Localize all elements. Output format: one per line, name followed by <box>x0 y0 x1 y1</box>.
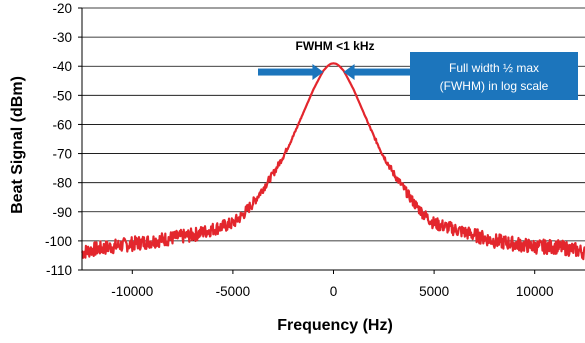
callout-text-line1: Full width ½ max <box>449 61 539 75</box>
beat-signal-series <box>81 62 585 261</box>
y-tick-label: -110 <box>46 263 72 278</box>
x-tick-label: 10000 <box>516 284 554 299</box>
y-tick-label: -80 <box>52 176 72 191</box>
y-tick-label: -50 <box>52 88 72 103</box>
y-tick-label: -70 <box>52 147 72 162</box>
left-arrow-shaft <box>258 68 315 76</box>
y-tick-label: -90 <box>52 205 72 220</box>
x-tick-label: 5000 <box>419 284 449 299</box>
y-tick-label: -60 <box>52 117 72 132</box>
left-arrow-head <box>312 64 324 81</box>
y-tick-label: -40 <box>52 59 72 74</box>
x-tick-label: -5000 <box>216 284 251 299</box>
y-tick-label: -20 <box>52 1 72 16</box>
fwhm-annotation: FWHM <1 kHz <box>295 39 374 53</box>
x-tick-label: 0 <box>330 284 338 299</box>
fwhm-arrows <box>258 64 410 81</box>
callout-background <box>410 52 578 100</box>
tick-labels: -20 -30 -40 -50 -60 -70 -80 -90 -100 -110 -10000 -5… <box>45 1 554 299</box>
y-tick-label: -30 <box>52 30 72 45</box>
right-arrow-shaft <box>352 68 410 76</box>
right-arrow-head <box>343 64 355 81</box>
callout-text-line2: (FWHM) in log scale <box>440 79 549 93</box>
callout-box: Full width ½ max (FWHM) in log scale <box>410 52 578 100</box>
x-tick-label: -10000 <box>111 284 153 299</box>
series-layer <box>81 62 585 261</box>
x-axis-title: Frequency (Hz) <box>277 317 393 334</box>
y-axis-title: Beat Signal (dBm) <box>9 76 26 214</box>
y-tick-label: -100 <box>45 234 72 249</box>
